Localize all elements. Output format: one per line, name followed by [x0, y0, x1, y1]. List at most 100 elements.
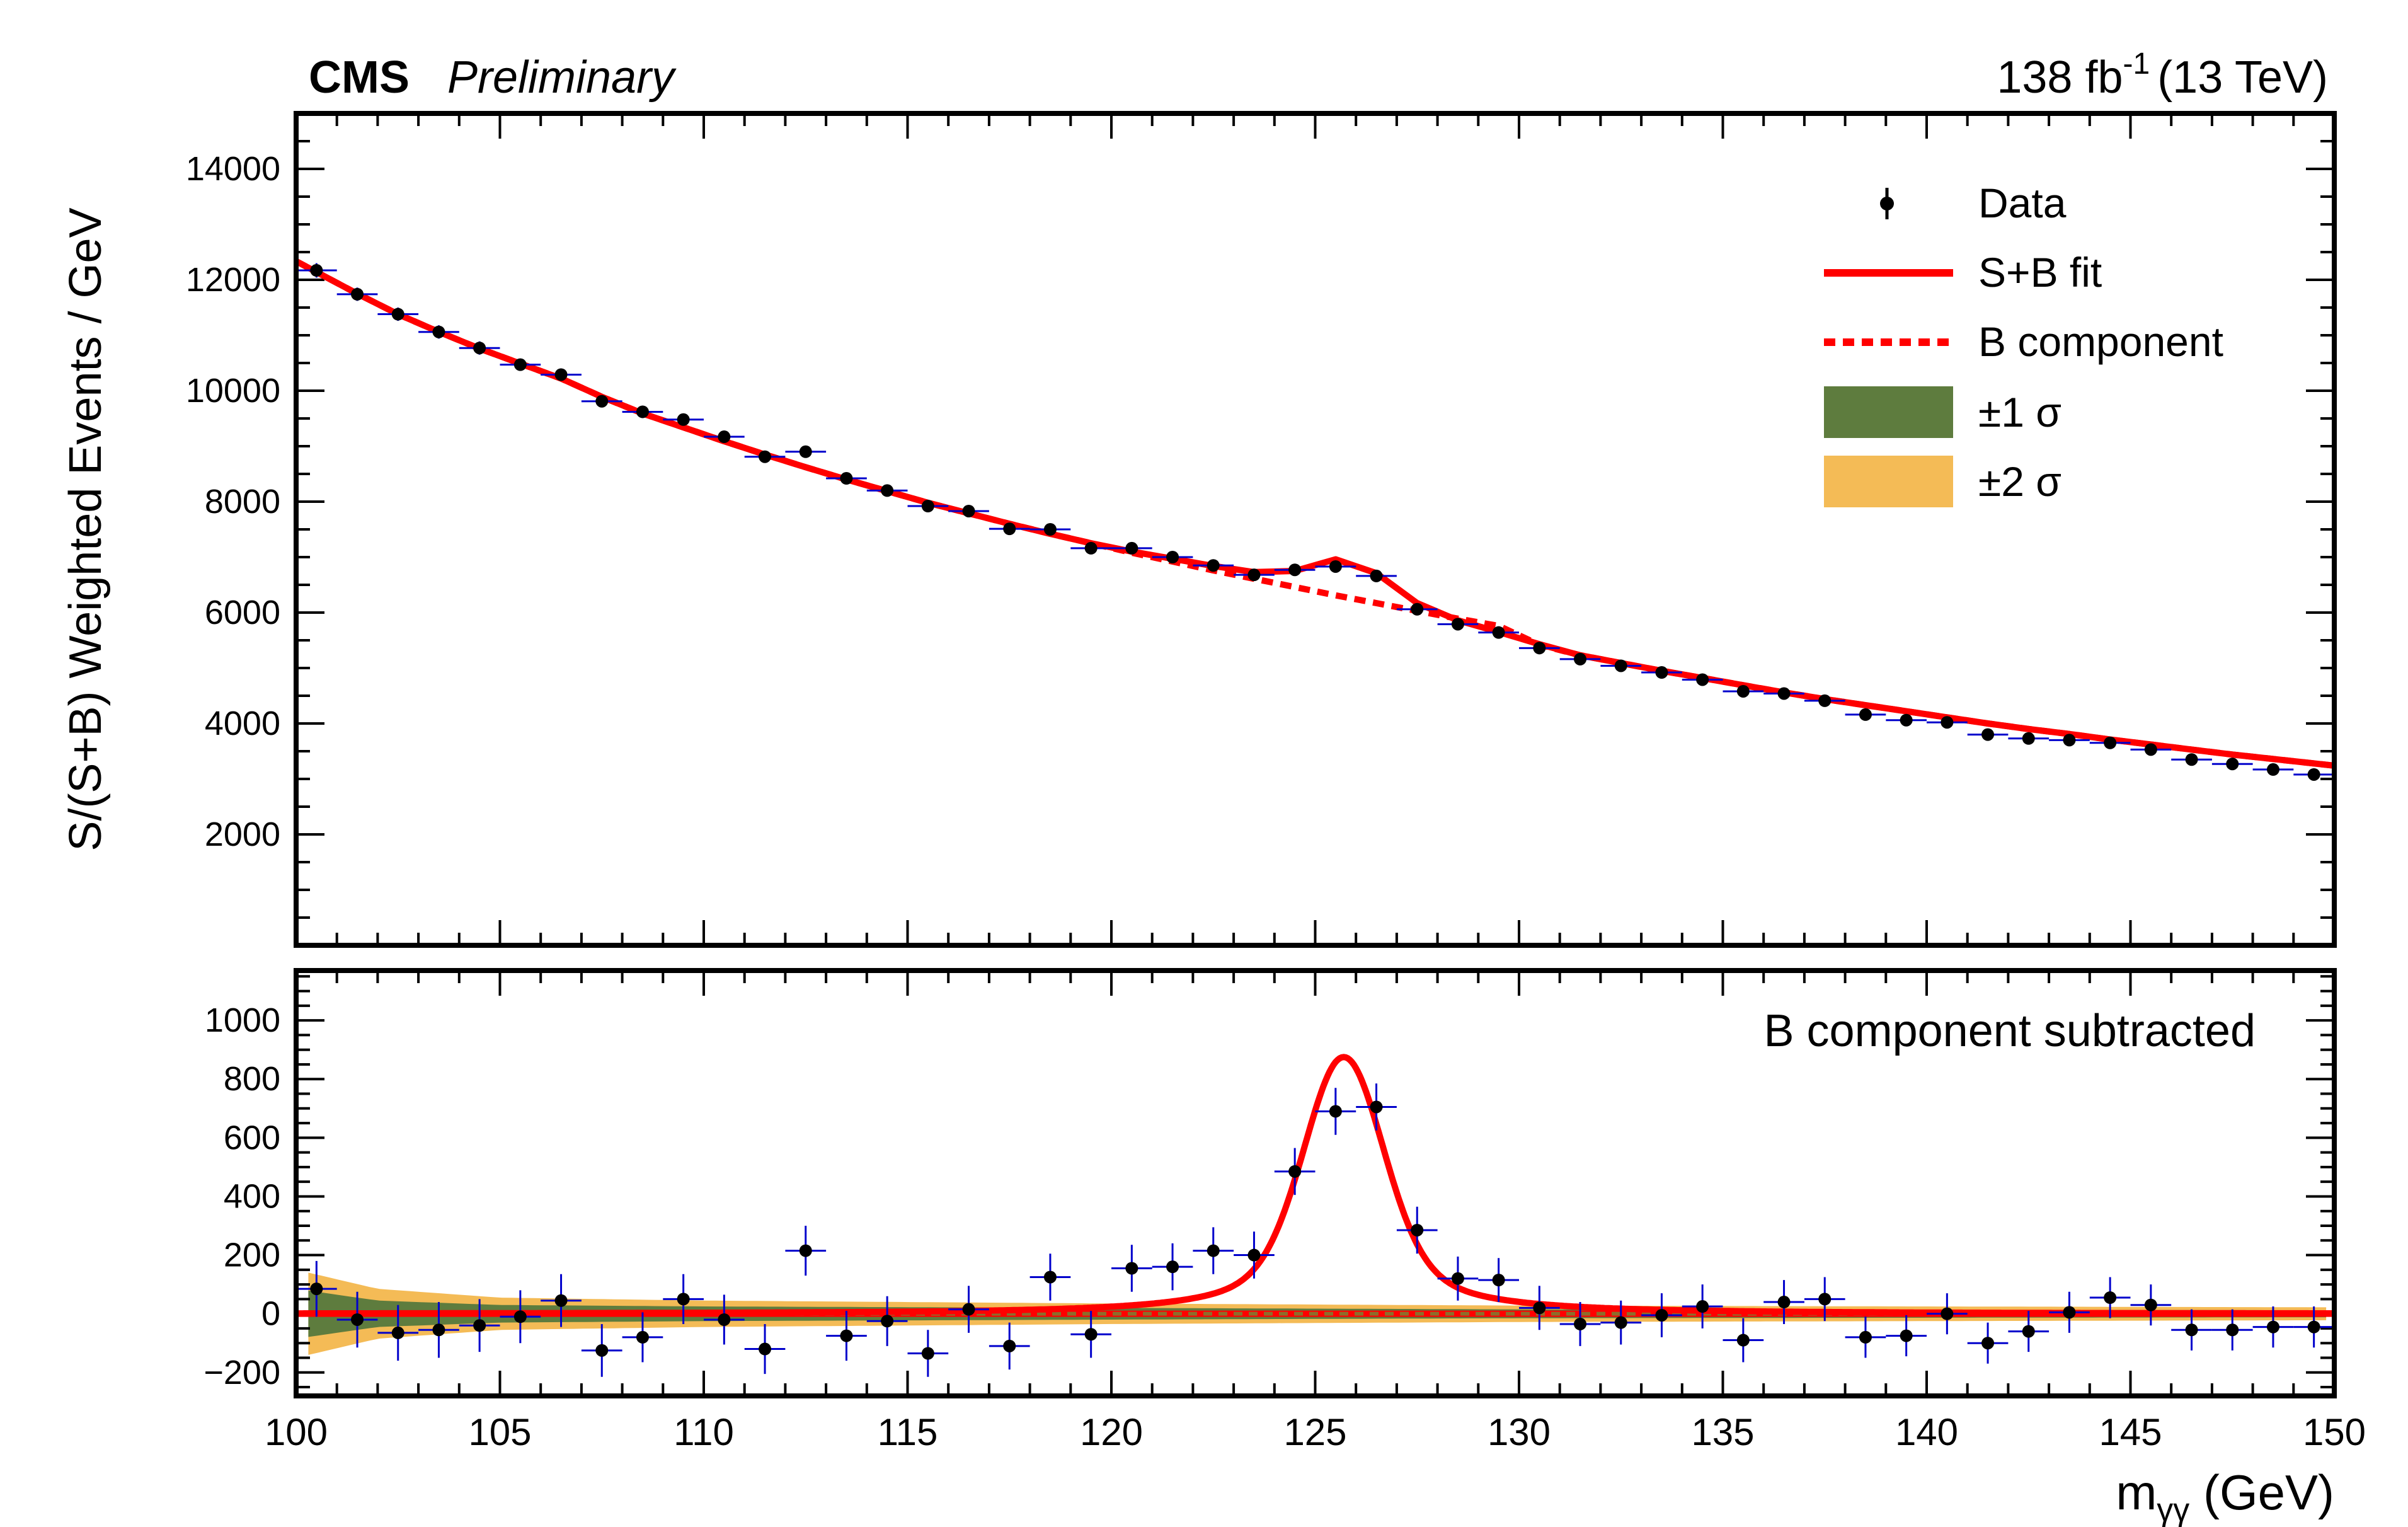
- ratio-annotation: B component subtracted: [1764, 1006, 2256, 1056]
- ratio-data-point: [921, 1347, 934, 1360]
- main-data-point: [1411, 602, 1424, 616]
- main-data-point: [2104, 736, 2117, 749]
- legend-fit-label: S+B fit: [1978, 249, 2102, 296]
- lumi-value: 138 fb: [1997, 52, 2123, 103]
- sb-fit-line: [294, 258, 2335, 769]
- ratio-data-point: [1084, 1328, 1098, 1341]
- ratio-data-point: [1736, 1334, 1750, 1347]
- main-data-point: [1900, 713, 1913, 727]
- experiment-label: CMS: [309, 52, 410, 103]
- ratio-data-point: [881, 1315, 894, 1328]
- main-panel: 2000 4000 6000 8000 10000 12000 14000: [186, 111, 2337, 948]
- main-data-point: [2307, 768, 2320, 781]
- main-data-point: [513, 358, 527, 371]
- x-tick-label: 115: [878, 1411, 938, 1453]
- main-lines: [294, 258, 2335, 769]
- main-data-point: [799, 445, 812, 458]
- ratio-data-point: [1288, 1165, 1302, 1178]
- main-ticks: 2000 4000 6000 8000 10000 12000 14000: [186, 112, 2336, 947]
- ratio-y-tick-label: 200: [224, 1236, 280, 1274]
- main-data-point: [718, 430, 731, 444]
- main-data-point: [1451, 618, 1464, 631]
- x-tick-label: 145: [2099, 1411, 2162, 1453]
- ratio-data-point: [1411, 1223, 1424, 1236]
- ratio-data-point: [677, 1293, 690, 1306]
- ratio-y-tick-label: 400: [224, 1177, 280, 1215]
- main-data-point: [2185, 753, 2198, 766]
- ratio-points: [296, 1083, 2334, 1377]
- ratio-data-point: [799, 1244, 812, 1257]
- ratio-data-point: [2226, 1323, 2239, 1337]
- ratio-data-point: [513, 1310, 527, 1323]
- main-data-point: [1533, 642, 1546, 655]
- ratio-data-point: [1329, 1105, 1342, 1118]
- x-tick-label: 135: [1691, 1411, 1754, 1453]
- main-data-point: [1084, 541, 1098, 555]
- ratio-frame: [294, 968, 2337, 1398]
- main-data-point: [1329, 560, 1342, 573]
- ratio-data-point: [1655, 1308, 1668, 1322]
- main-y-tick-label: 4000: [205, 705, 280, 742]
- ratio-panel: 100 105 110 115 120 125 130 135 140 145 150 −200 0 20…: [204, 968, 2366, 1453]
- ratio-data-point: [1818, 1293, 1832, 1306]
- main-data-point: [1614, 659, 1627, 672]
- x-tick-label: 110: [674, 1411, 734, 1453]
- x-tick-label: 100: [265, 1411, 328, 1453]
- ratio-y-tick-label: 0: [261, 1295, 280, 1333]
- main-data-point: [1003, 522, 1016, 536]
- ratio-data-point: [1614, 1316, 1627, 1329]
- lumi-exponent: -1: [2123, 47, 2150, 81]
- ratio-data-point: [391, 1326, 404, 1339]
- main-data-point: [2022, 732, 2035, 745]
- main-data-point: [1696, 673, 1709, 686]
- main-data-point: [595, 395, 609, 408]
- ratio-data-point: [473, 1319, 486, 1332]
- y-axis-label: S/(S+B) Weighted Events / GeV: [60, 207, 111, 851]
- ratio-data-point: [962, 1303, 975, 1316]
- ratio-data-point: [1777, 1296, 1791, 1309]
- ratio-data-point: [2022, 1325, 2035, 1338]
- main-data-point: [1859, 708, 1872, 721]
- main-data-point: [677, 413, 690, 426]
- main-y-tick-label: 12000: [186, 261, 280, 299]
- main-data-point: [2063, 734, 2076, 747]
- ratio-data-point: [1941, 1307, 1954, 1320]
- ratio-data-point: [432, 1323, 445, 1337]
- main-data-point: [1981, 728, 1995, 741]
- ratio-data-point: [1981, 1337, 1995, 1350]
- ratio-data-point: [1696, 1300, 1709, 1313]
- ratio-data-point: [1370, 1100, 1383, 1114]
- ratio-data-point: [1125, 1262, 1138, 1275]
- ratio-data-point: [2063, 1306, 2076, 1319]
- ratio-y-tick-label: 600: [224, 1119, 280, 1156]
- main-data-point: [1736, 684, 1750, 698]
- main-data-point: [1941, 716, 1954, 729]
- ratio-data-point: [1247, 1248, 1261, 1262]
- x-tick-label: 150: [2303, 1411, 2366, 1453]
- main-points: [296, 263, 2334, 781]
- ratio-data-point: [2104, 1291, 2117, 1305]
- ratio-data-point: [2144, 1298, 2157, 1311]
- main-data-point: [310, 264, 323, 277]
- lumi-label: 138 fb-1 (13 TeV): [1997, 47, 2328, 103]
- ratio-data-point: [1451, 1272, 1464, 1285]
- main-data-point: [759, 450, 772, 463]
- main-y-tick-label: 8000: [205, 483, 280, 521]
- ratio-data-point: [1574, 1317, 1587, 1330]
- main-data-point: [432, 325, 445, 338]
- main-data-point: [473, 342, 486, 355]
- main-data-point: [962, 504, 975, 517]
- main-data-point: [921, 500, 934, 513]
- ratio-data-point: [595, 1344, 609, 1357]
- ratio-data-point: [1859, 1330, 1872, 1344]
- main-data-point: [1288, 563, 1302, 577]
- main-y-tick-label: 14000: [186, 150, 280, 188]
- legend: Data S+B fit B component ±1 σ ±2 σ: [1824, 180, 2223, 507]
- main-y-tick-label: 2000: [205, 815, 280, 853]
- legend-bkg-label: B component: [1978, 318, 2223, 365]
- ratio-y-tick-label: 800: [224, 1060, 280, 1098]
- main-y-tick-label: 10000: [186, 372, 280, 410]
- ratio-data-point: [759, 1342, 772, 1356]
